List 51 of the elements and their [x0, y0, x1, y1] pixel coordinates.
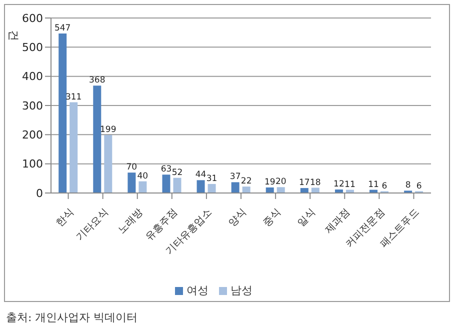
bar	[138, 181, 147, 193]
bar	[162, 174, 170, 193]
data-label: 19	[264, 177, 276, 188]
x-tick-label: 양식	[226, 207, 249, 229]
bar	[266, 187, 274, 193]
bar	[231, 182, 240, 193]
data-label: 44	[195, 170, 206, 180]
legend-label: 남성	[230, 284, 252, 297]
data-label: 31	[206, 174, 218, 184]
data-label: 17	[299, 178, 310, 188]
bar	[93, 86, 102, 193]
y-tick-label: 400	[22, 70, 43, 84]
x-tick-label: 일식	[296, 207, 318, 229]
data-label: 11	[344, 180, 356, 190]
data-label: 12	[334, 180, 344, 190]
data-label: 368	[89, 76, 106, 86]
bar	[242, 186, 250, 193]
data-label: 8	[405, 180, 411, 191]
data-label: 63	[160, 164, 172, 175]
bar	[70, 102, 78, 193]
data-label: 6	[382, 181, 388, 192]
data-label: 37	[230, 172, 241, 182]
legend-label: 여성	[186, 284, 208, 297]
x-tick-label: 중식	[261, 207, 284, 229]
bar	[208, 184, 216, 193]
y-tick-label: 500	[22, 41, 43, 54]
data-label: 40	[137, 171, 148, 182]
bar	[128, 172, 136, 193]
data-label: 11	[368, 180, 379, 190]
y-tick-label: 200	[22, 128, 43, 142]
data-label: 6	[416, 181, 422, 192]
data-label: 52	[172, 168, 183, 178]
source-note: 출처: 개인사업자 빅데이터	[6, 310, 138, 325]
bar	[300, 188, 308, 193]
data-label: 22	[240, 176, 252, 187]
data-label: 199	[100, 124, 116, 135]
y-tick-label: 100	[22, 158, 43, 171]
x-tick-label: 한식	[54, 207, 76, 229]
data-label: 18	[310, 178, 321, 188]
data-label: 70	[126, 162, 138, 173]
y-tick-label: 0	[36, 186, 43, 200]
bar	[58, 33, 67, 193]
bar	[173, 178, 182, 193]
bar	[104, 134, 112, 193]
y-tick-label: 600	[22, 12, 43, 25]
data-label: 20	[275, 177, 286, 188]
bar	[196, 180, 205, 193]
bar	[276, 187, 285, 193]
y-tick-label: 300	[22, 99, 43, 112]
y-axis-title: 건	[7, 30, 20, 41]
data-label: 547	[54, 23, 71, 34]
